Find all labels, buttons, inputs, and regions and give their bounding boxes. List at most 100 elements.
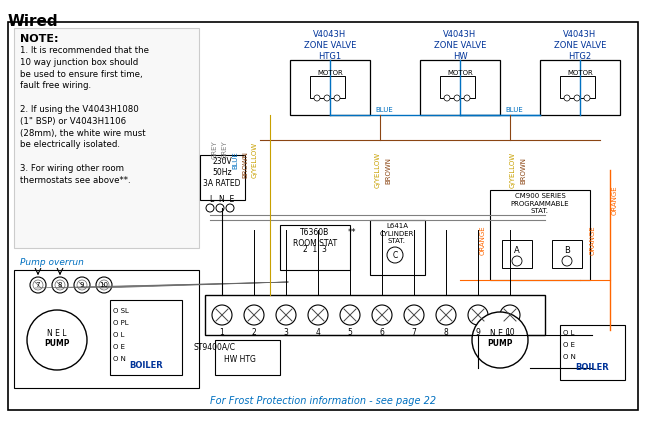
FancyBboxPatch shape <box>215 340 280 375</box>
Circle shape <box>52 277 68 293</box>
Text: BLUE: BLUE <box>505 107 523 113</box>
Circle shape <box>500 305 520 325</box>
Text: L641A
CYLINDER
STAT.: L641A CYLINDER STAT. <box>380 223 414 244</box>
Circle shape <box>464 95 470 101</box>
Text: G/YELLOW: G/YELLOW <box>510 152 516 188</box>
FancyBboxPatch shape <box>200 155 245 200</box>
Text: 10: 10 <box>100 282 109 288</box>
Text: PUMP: PUMP <box>44 338 70 347</box>
Text: O N: O N <box>563 354 576 360</box>
Circle shape <box>77 280 87 290</box>
Circle shape <box>340 305 360 325</box>
Circle shape <box>244 305 264 325</box>
Circle shape <box>472 312 528 368</box>
Circle shape <box>99 280 109 290</box>
Circle shape <box>324 95 330 101</box>
Circle shape <box>564 95 570 101</box>
Text: O N: O N <box>113 356 126 362</box>
Circle shape <box>226 204 234 212</box>
FancyBboxPatch shape <box>420 60 500 115</box>
Text: 6: 6 <box>380 328 384 337</box>
Circle shape <box>308 305 328 325</box>
FancyBboxPatch shape <box>280 225 350 270</box>
Text: 2: 2 <box>252 328 256 337</box>
Text: N E L: N E L <box>490 328 510 338</box>
Text: 3: 3 <box>283 328 289 337</box>
FancyBboxPatch shape <box>502 240 532 268</box>
FancyBboxPatch shape <box>440 76 475 98</box>
Text: V4043H
ZONE VALVE
HW: V4043H ZONE VALVE HW <box>433 30 486 61</box>
Text: L  N  E: L N E <box>210 195 234 204</box>
Circle shape <box>387 247 403 263</box>
Circle shape <box>468 305 488 325</box>
Circle shape <box>372 305 392 325</box>
Text: 5: 5 <box>347 328 353 337</box>
Text: 10: 10 <box>505 328 515 337</box>
Text: 230V
50Hz
3A RATED: 230V 50Hz 3A RATED <box>203 157 241 188</box>
Text: 2  1  3: 2 1 3 <box>303 245 327 254</box>
Text: MOTOR: MOTOR <box>567 70 593 76</box>
Text: O L: O L <box>113 332 124 338</box>
FancyBboxPatch shape <box>205 295 545 335</box>
FancyBboxPatch shape <box>14 28 199 248</box>
Circle shape <box>454 95 460 101</box>
FancyBboxPatch shape <box>14 270 199 388</box>
Text: 9: 9 <box>80 282 84 288</box>
Circle shape <box>74 277 90 293</box>
Circle shape <box>314 95 320 101</box>
Circle shape <box>276 305 296 325</box>
Circle shape <box>584 95 590 101</box>
Text: 7: 7 <box>411 328 417 337</box>
Text: O PL: O PL <box>113 320 129 326</box>
Text: B: B <box>564 246 570 254</box>
Text: GREY: GREY <box>222 141 228 160</box>
Text: G/YELLOW: G/YELLOW <box>375 152 381 188</box>
Circle shape <box>512 256 522 266</box>
Circle shape <box>33 280 43 290</box>
Text: 1. It is recommended that the
10 way junction box should
be used to ensure first: 1. It is recommended that the 10 way jun… <box>20 46 149 185</box>
FancyBboxPatch shape <box>540 60 620 115</box>
Text: 8: 8 <box>444 328 448 337</box>
FancyBboxPatch shape <box>110 300 182 375</box>
Text: 8: 8 <box>58 282 62 288</box>
FancyBboxPatch shape <box>490 190 590 280</box>
Text: ST9400A/C: ST9400A/C <box>194 343 236 352</box>
Circle shape <box>216 204 224 212</box>
FancyBboxPatch shape <box>560 76 595 98</box>
Text: HW HTG: HW HTG <box>224 355 256 364</box>
Text: 1: 1 <box>219 328 225 337</box>
Text: A: A <box>514 246 520 254</box>
FancyBboxPatch shape <box>370 220 425 275</box>
Circle shape <box>55 280 65 290</box>
Circle shape <box>27 310 87 370</box>
Text: Pump overrun: Pump overrun <box>20 258 84 267</box>
Text: For Frost Protection information - see page 22: For Frost Protection information - see p… <box>210 396 436 406</box>
Circle shape <box>444 95 450 101</box>
FancyBboxPatch shape <box>560 325 625 380</box>
Text: BLUE: BLUE <box>375 107 393 113</box>
Text: O E: O E <box>563 342 575 348</box>
FancyBboxPatch shape <box>552 240 582 268</box>
Text: O E: O E <box>113 344 125 350</box>
Text: ORANGE: ORANGE <box>590 225 596 255</box>
Text: C: C <box>392 251 398 260</box>
Text: BROWN: BROWN <box>520 157 526 184</box>
Text: V4043H
ZONE VALVE
HTG1: V4043H ZONE VALVE HTG1 <box>304 30 356 61</box>
Text: BROWN: BROWN <box>242 151 248 179</box>
Text: V4043H
ZONE VALVE
HTG2: V4043H ZONE VALVE HTG2 <box>554 30 606 61</box>
Text: Wired: Wired <box>8 14 59 29</box>
Text: NOTE:: NOTE: <box>20 34 58 44</box>
Text: ORANGE: ORANGE <box>480 225 486 255</box>
Circle shape <box>212 305 232 325</box>
Circle shape <box>96 277 112 293</box>
Circle shape <box>206 204 214 212</box>
Text: BROWN: BROWN <box>385 157 391 184</box>
Text: 9: 9 <box>476 328 481 337</box>
Text: CM900 SERIES
PROGRAMMABLE
STAT.: CM900 SERIES PROGRAMMABLE STAT. <box>510 193 569 214</box>
FancyBboxPatch shape <box>310 76 345 98</box>
Text: MOTOR: MOTOR <box>447 70 473 76</box>
Text: ORANGE: ORANGE <box>612 185 618 215</box>
Text: O SL: O SL <box>113 308 129 314</box>
Text: BLUE: BLUE <box>232 151 238 169</box>
Text: O L: O L <box>563 330 575 336</box>
